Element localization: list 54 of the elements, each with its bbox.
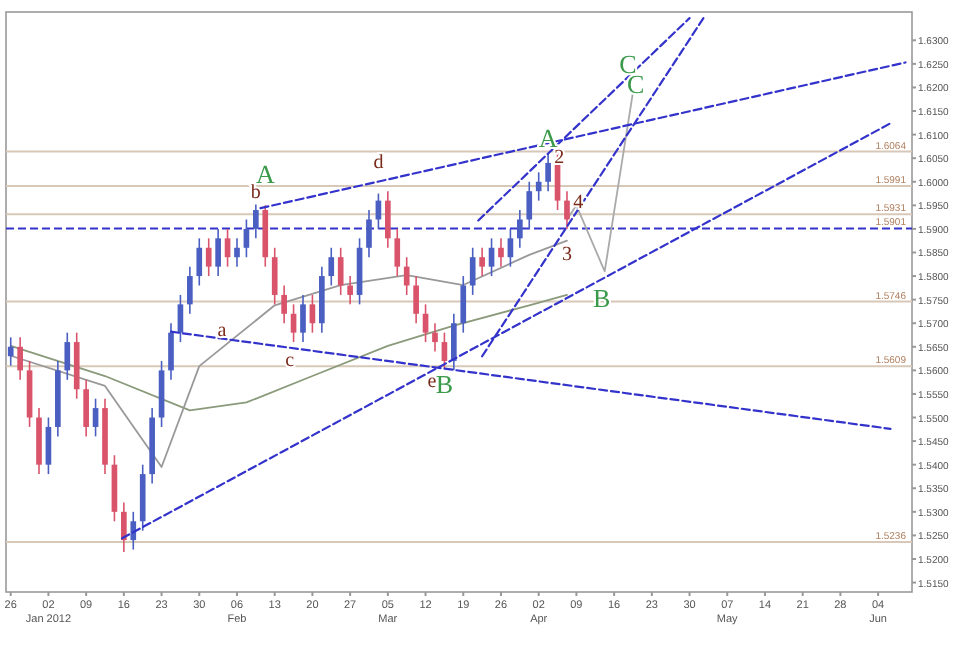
line-series [9,294,568,412]
candlestick [139,463,146,532]
candlestick [64,331,71,381]
candlestick [337,246,344,296]
annotation: 4 [573,191,584,214]
annotation: d [373,151,384,174]
annotation: A [255,158,276,189]
candlestick [451,312,457,372]
candlestick [385,190,391,249]
candlestick [526,180,533,230]
candlestick [234,237,240,268]
candlestick [168,322,174,381]
candlestick [36,407,42,475]
candlestick [413,275,419,325]
candlestick [469,246,476,296]
annotation: B [435,369,454,400]
candlestick [187,265,193,315]
candlestick [564,190,570,230]
candlestick [17,336,23,381]
candlestick [403,256,410,296]
candlestick [7,336,14,367]
candlestick [460,275,467,334]
candlestick [158,360,165,428]
candlestick [479,246,485,277]
candlestick [432,322,438,353]
annotation: c [285,350,296,373]
candlestick [281,284,287,325]
candlestick [130,511,137,551]
line-series [566,91,634,273]
candlestick [253,203,259,240]
annotation: B [593,283,612,314]
candlestick [83,379,89,438]
candlestick [394,228,401,277]
candlestick [73,331,80,400]
annotation: b [250,182,261,205]
candlestick [196,237,203,287]
candlestick [262,204,269,268]
candlestick [26,360,33,428]
annotation: 3 [561,243,572,266]
candlestick [366,209,372,258]
candlestick [300,294,306,343]
candlestick [205,237,212,277]
candlestick [271,246,278,306]
candlestick [215,228,221,277]
candlestick [347,275,353,306]
candlestick [328,246,335,287]
annotation: e [427,370,438,393]
candlestick [121,501,127,553]
candlestick [517,209,523,249]
candlestick [498,237,504,268]
candlestick [535,171,542,202]
candlestick [545,152,551,192]
annotation: a [217,320,228,343]
candlestick [319,265,325,334]
